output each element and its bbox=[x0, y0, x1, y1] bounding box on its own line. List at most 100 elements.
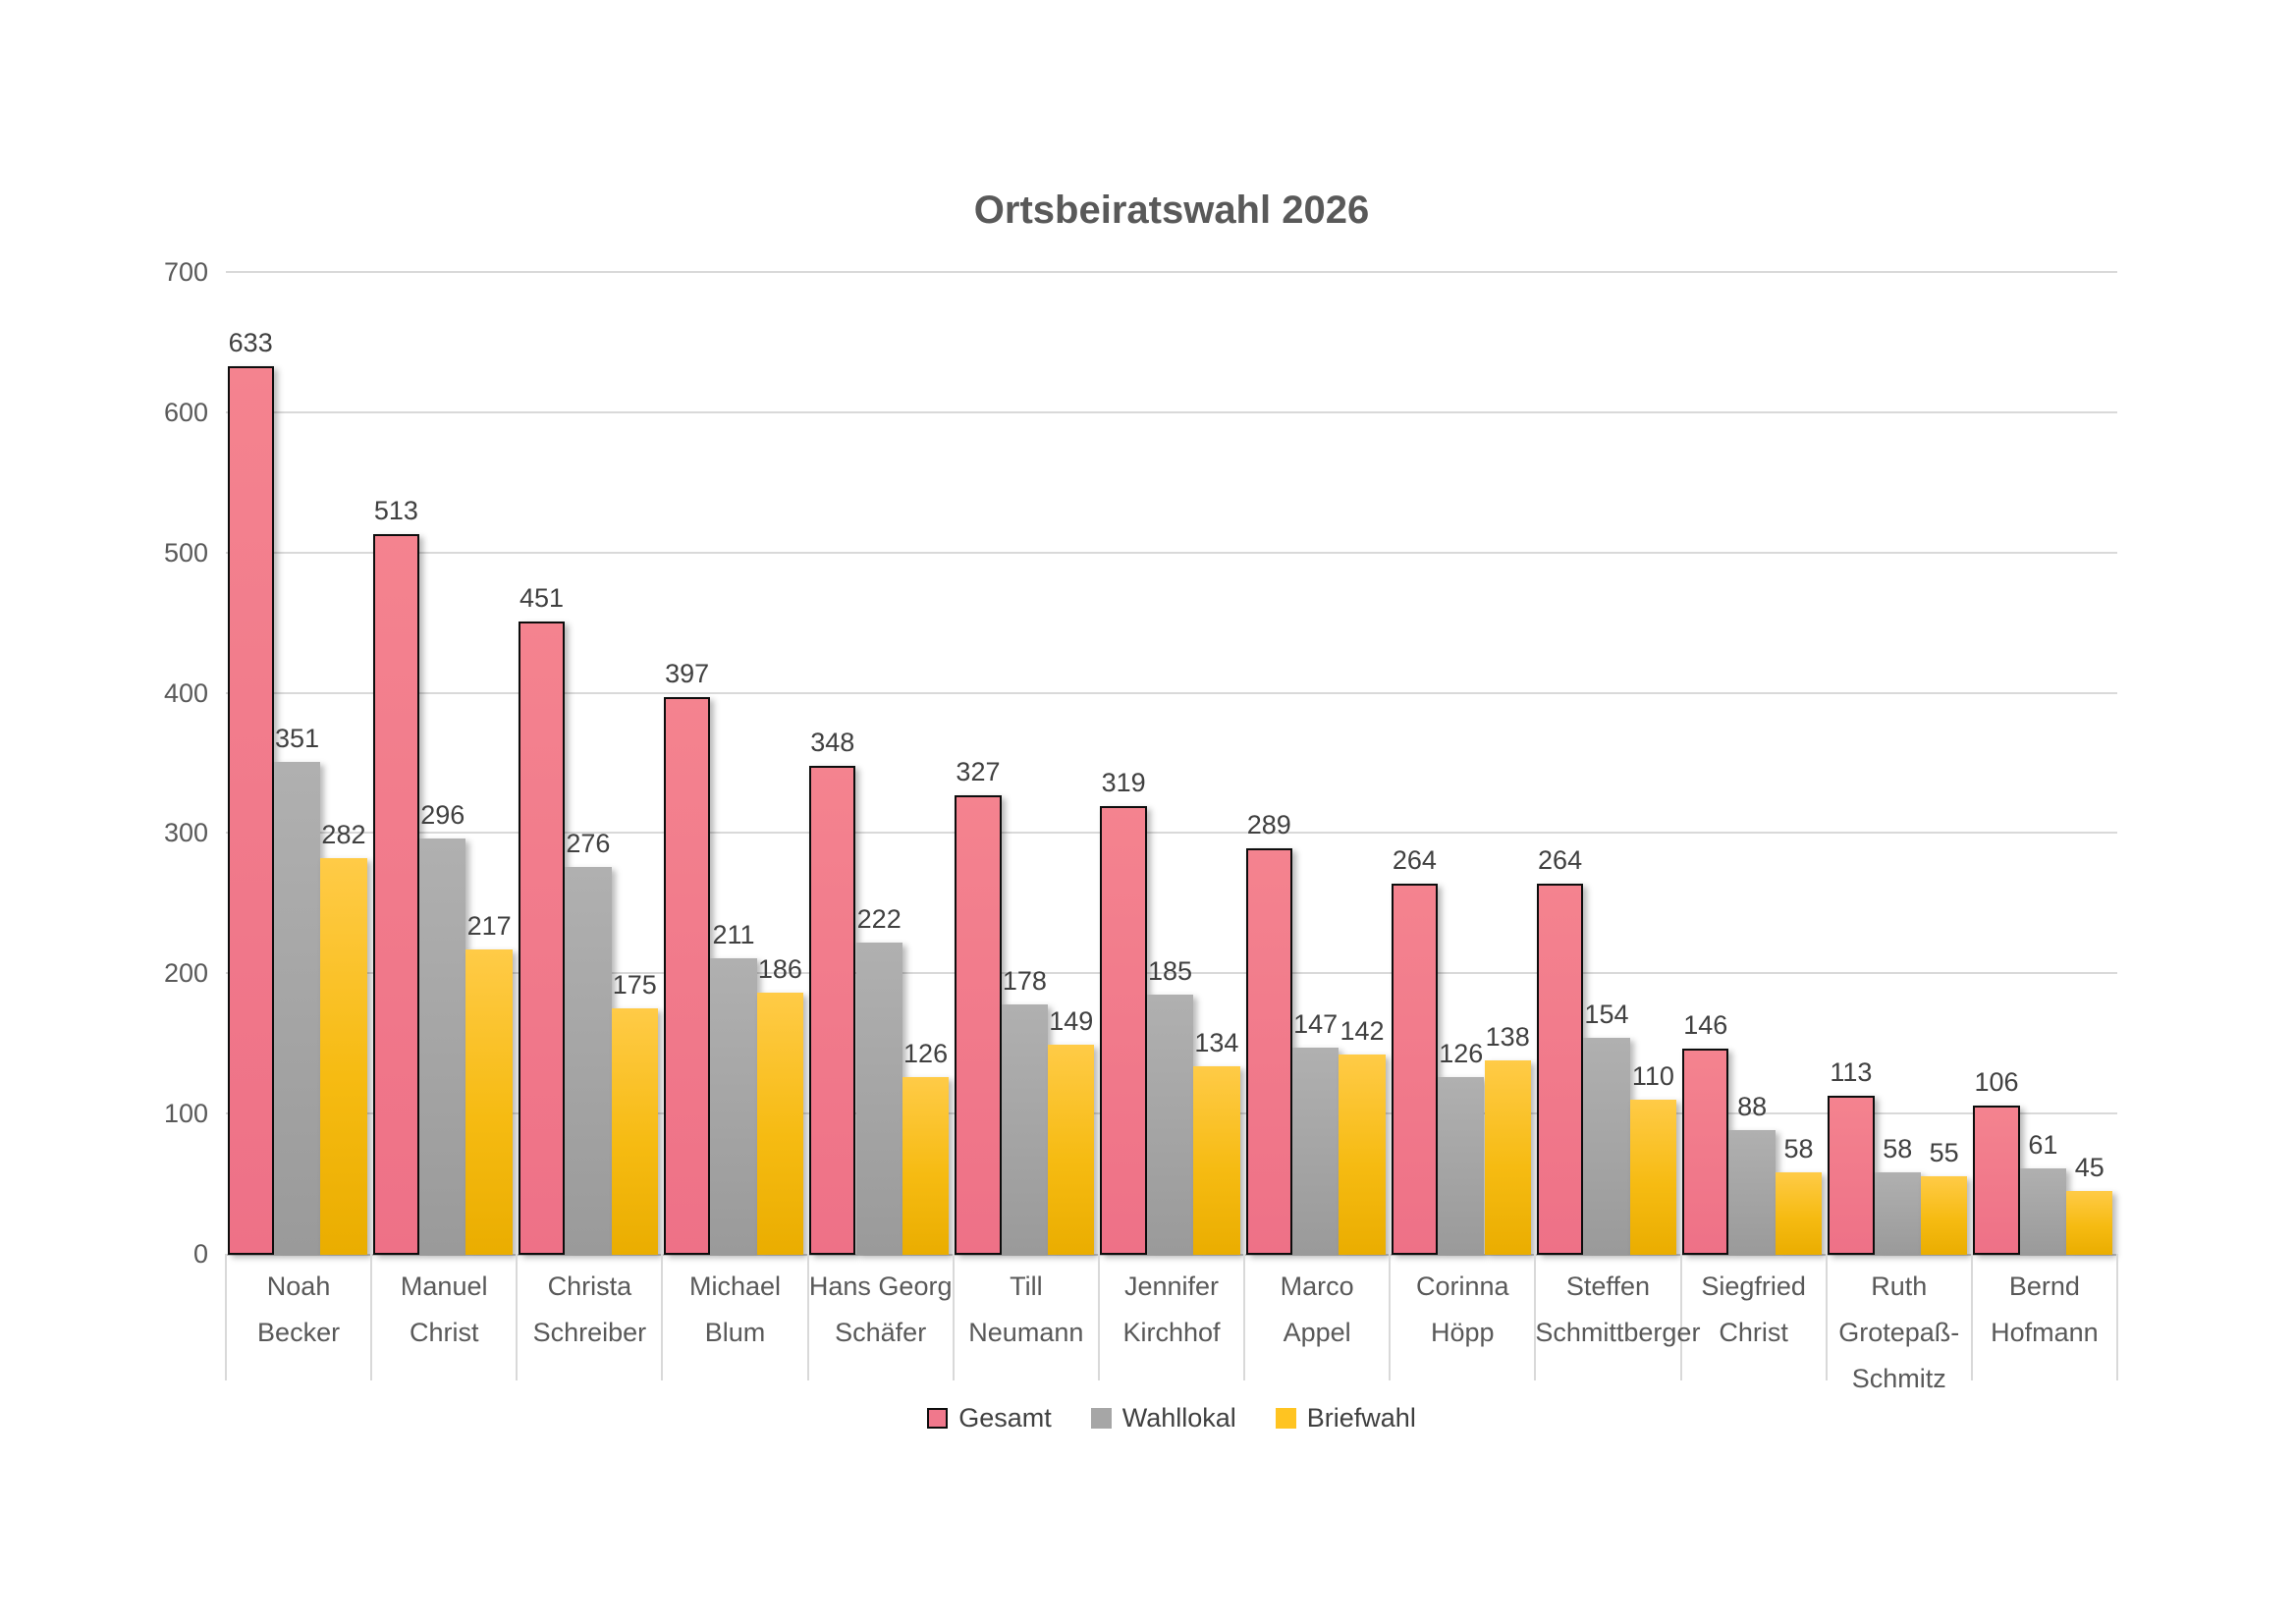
y-tick-label-0: 0 bbox=[192, 1239, 208, 1269]
category-label-line: Christ bbox=[409, 1318, 479, 1347]
category-divider bbox=[1097, 1254, 1100, 1380]
category-label-jennifer-kirchhof: Jennifer Kirchhof bbox=[1099, 1264, 1244, 1356]
value-label-wahllokal-siegfried-christ: 88 bbox=[1737, 1092, 1768, 1122]
bar-gesamt-jennifer-kirchhof bbox=[1100, 806, 1147, 1255]
category-label-line: Bernd bbox=[2008, 1271, 2080, 1301]
category-label-line: Christa bbox=[547, 1271, 632, 1301]
value-label-wahllokal-michael-blum: 211 bbox=[712, 919, 755, 949]
value-label-wahllokal-marco-appel: 147 bbox=[1293, 1009, 1339, 1039]
category-divider bbox=[1534, 1254, 1537, 1380]
legend-item-briefwahl: Briefwahl bbox=[1275, 1403, 1416, 1434]
value-label-briefwahl-siegfried-christ: 58 bbox=[1783, 1134, 1814, 1164]
legend-label-gesamt: Gesamt bbox=[958, 1402, 1052, 1433]
category-label-line: Schreiber bbox=[532, 1318, 647, 1347]
bar-briefwahl-christa-schreiber bbox=[611, 1008, 658, 1255]
category-label-line: Manuel bbox=[400, 1271, 488, 1301]
legend-swatch-briefwahl-icon bbox=[1275, 1407, 1296, 1429]
category-label-line: Appel bbox=[1283, 1318, 1351, 1347]
x-axis-line bbox=[226, 1254, 2117, 1256]
value-label-briefwahl-till-neumann: 149 bbox=[1049, 1006, 1094, 1037]
value-label-gesamt-marco-appel: 289 bbox=[1246, 810, 1291, 840]
bar-wahllokal-christa-schreiber bbox=[565, 866, 612, 1255]
category-label-line: Christ bbox=[1719, 1318, 1788, 1347]
value-label-briefwahl-manuel-christ: 217 bbox=[466, 911, 512, 941]
category-label-line: Hofmann bbox=[1991, 1318, 2099, 1347]
category-divider bbox=[1825, 1254, 1828, 1380]
category-label-line: Grotepaß- bbox=[1838, 1318, 1960, 1347]
bar-gesamt-manuel-christ bbox=[372, 534, 420, 1255]
bar-wahllokal-bernd-hofmann bbox=[2019, 1167, 2067, 1255]
bar-briefwahl-till-neumann bbox=[1048, 1045, 1095, 1255]
category-label-noah-becker: Noah Becker bbox=[226, 1264, 371, 1356]
category-label-line: Hans Georg bbox=[808, 1271, 953, 1301]
bar-briefwahl-ruth-grotepaß-schmitz bbox=[1920, 1176, 1968, 1255]
category-label-line: Schmittberger bbox=[1535, 1318, 1701, 1347]
bar-briefwahl-marco-appel bbox=[1339, 1055, 1386, 1255]
value-label-wahllokal-bernd-hofmann: 61 bbox=[2028, 1129, 2058, 1160]
gridline-400 bbox=[226, 691, 2117, 694]
chart-title: Ortsbeiratswahl 2026 bbox=[973, 189, 1370, 232]
category-label-line: Jennifer bbox=[1123, 1271, 1220, 1301]
value-label-wahllokal-hans-georg-schäfer: 222 bbox=[856, 903, 902, 934]
value-label-briefwahl-ruth-grotepaß-schmitz: 55 bbox=[1929, 1138, 1959, 1168]
value-label-wahllokal-corinna-höpp: 126 bbox=[1439, 1039, 1484, 1068]
bar-briefwahl-corinna-höpp bbox=[1484, 1059, 1531, 1255]
value-label-gesamt-christa-schreiber: 451 bbox=[519, 582, 565, 613]
gridline-600 bbox=[226, 410, 2117, 413]
category-label-michael-blum: Michael Blum bbox=[662, 1264, 807, 1356]
category-label-line: Noah bbox=[266, 1271, 331, 1301]
category-label-line: Kirchhof bbox=[1122, 1318, 1221, 1347]
value-label-gesamt-manuel-christ: 513 bbox=[373, 496, 418, 526]
bar-wahllokal-till-neumann bbox=[1001, 1003, 1049, 1255]
y-tick-label-500: 500 bbox=[163, 537, 208, 568]
y-tick-label-200: 200 bbox=[163, 958, 208, 989]
category-label-manuel-christ: Manuel Christ bbox=[371, 1264, 517, 1356]
value-label-wahllokal-steffen-schmittberger: 154 bbox=[1584, 1000, 1629, 1029]
category-label-siegfried-christ: Siegfried Christ bbox=[1681, 1264, 1827, 1356]
category-label-line: Neumann bbox=[968, 1318, 1084, 1347]
bar-gesamt-christa-schreiber bbox=[518, 621, 566, 1255]
bar-gesamt-siegfried-christ bbox=[1682, 1049, 1729, 1255]
bar-wahllokal-noah-becker bbox=[273, 761, 321, 1255]
category-label-steffen-schmittberger: Steffen Schmittberger bbox=[1535, 1264, 1701, 1356]
category-label-hans-georg-schäfer: Hans Georg Schäfer bbox=[808, 1264, 954, 1356]
value-label-gesamt-noah-becker: 633 bbox=[228, 327, 273, 357]
bar-briefwahl-hans-georg-schäfer bbox=[902, 1077, 950, 1255]
bar-gesamt-bernd-hofmann bbox=[1973, 1105, 2020, 1255]
value-label-briefwahl-hans-georg-schäfer: 126 bbox=[903, 1039, 949, 1068]
bar-gesamt-ruth-grotepaß-schmitz bbox=[1828, 1095, 1875, 1255]
value-label-gesamt-michael-blum: 397 bbox=[665, 658, 710, 688]
y-tick-label-600: 600 bbox=[163, 397, 208, 427]
category-label-line: Marco bbox=[1280, 1271, 1354, 1301]
bar-wahllokal-hans-georg-schäfer bbox=[855, 942, 902, 1255]
category-label-line: Becker bbox=[257, 1318, 341, 1347]
bar-gesamt-corinna-höpp bbox=[1391, 883, 1439, 1255]
bar-wahllokal-jennifer-kirchhof bbox=[1146, 994, 1194, 1255]
value-label-gesamt-corinna-höpp: 264 bbox=[1392, 844, 1437, 875]
gridline-700 bbox=[226, 271, 2117, 273]
category-divider bbox=[370, 1254, 373, 1380]
category-divider bbox=[225, 1254, 227, 1380]
value-label-gesamt-till-neumann: 327 bbox=[956, 756, 1001, 786]
value-label-wahllokal-noah-becker: 351 bbox=[275, 723, 320, 753]
category-label-bernd-hofmann: Bernd Hofmann bbox=[1972, 1264, 2117, 1356]
category-label-ruth-grotepaß-schmitz: Ruth Grotepaß- Schmitz bbox=[1827, 1264, 1972, 1402]
category-divider bbox=[661, 1254, 664, 1380]
category-label-line: Ruth bbox=[1871, 1271, 1928, 1301]
bar-briefwahl-manuel-christ bbox=[465, 949, 513, 1255]
bar-wahllokal-ruth-grotepaß-schmitz bbox=[1874, 1172, 1921, 1255]
bar-briefwahl-siegfried-christ bbox=[1775, 1172, 1823, 1255]
gridline-200 bbox=[226, 972, 2117, 975]
value-label-briefwahl-christa-schreiber: 175 bbox=[612, 970, 657, 1000]
value-label-gesamt-jennifer-kirchhof: 319 bbox=[1101, 768, 1146, 798]
category-divider bbox=[1970, 1254, 1973, 1380]
legend-label-wahllokal: Wahllokal bbox=[1121, 1402, 1236, 1433]
value-label-briefwahl-bernd-hofmann: 45 bbox=[2074, 1152, 2105, 1182]
value-label-briefwahl-corinna-höpp: 138 bbox=[1485, 1021, 1530, 1052]
bar-gesamt-steffen-schmittberger bbox=[1536, 883, 1584, 1255]
bar-briefwahl-noah-becker bbox=[320, 858, 367, 1255]
legend: Gesamt Wahllokal Briefwahl bbox=[226, 1402, 2117, 1434]
value-label-briefwahl-noah-becker: 282 bbox=[321, 820, 366, 850]
category-label-line: Höpp bbox=[1431, 1318, 1495, 1347]
bar-gesamt-marco-appel bbox=[1245, 848, 1292, 1255]
